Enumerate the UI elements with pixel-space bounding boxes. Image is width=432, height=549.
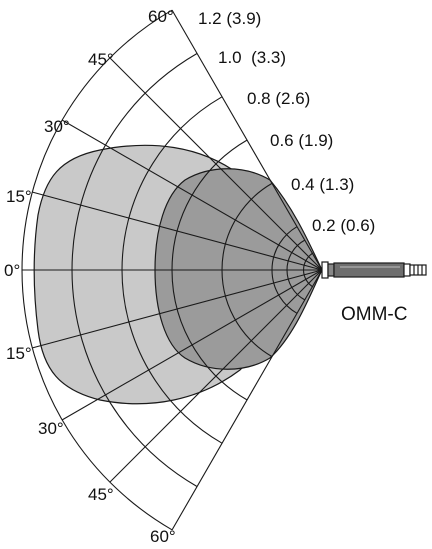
radial-lines [22, 10, 322, 530]
angle-label-30-lower: 30° [38, 419, 64, 438]
range-label-1-2: 1.2 (3.9) [198, 9, 261, 28]
angle-label-15-upper: 15° [6, 187, 32, 206]
angle-label-15-lower: 15° [6, 344, 32, 363]
angle-label-60-upper: 60° [148, 7, 174, 26]
sensor-label: OMM-C [341, 304, 407, 325]
angle-label-45-lower: 45° [88, 485, 114, 504]
range-label-0-4: 0.4 (1.3) [291, 175, 354, 194]
angle-label-60-lower: 60° [150, 527, 176, 546]
range-label-0-6: 0.6 (1.9) [270, 131, 333, 150]
inner-detection-lobe [155, 169, 322, 370]
sensor-probe-icon [322, 262, 426, 278]
range-label-1-0: 1.0 (3.3) [218, 48, 286, 67]
angle-label-45-upper: 45° [88, 50, 114, 69]
angle-label-0: 0° [4, 261, 20, 280]
range-label-0-2: 0.2 (0.6) [312, 216, 375, 235]
angle-label-30-upper: 30° [44, 117, 70, 136]
range-label-0-8: 0.8 (2.6) [247, 89, 310, 108]
